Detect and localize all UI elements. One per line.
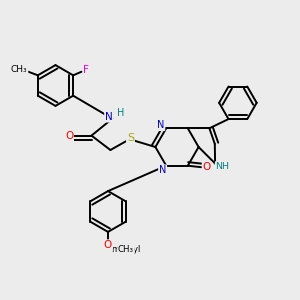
Text: S: S <box>127 133 134 143</box>
Text: O: O <box>104 240 112 250</box>
Text: O: O <box>202 162 211 172</box>
Text: CH₃: CH₃ <box>118 244 134 253</box>
Text: methyl: methyl <box>111 245 141 254</box>
Text: O: O <box>104 240 112 250</box>
Text: N: N <box>157 120 164 130</box>
Text: N: N <box>159 165 166 175</box>
Text: H: H <box>117 108 124 118</box>
Text: CH₃: CH₃ <box>11 65 28 74</box>
Text: F: F <box>83 65 89 75</box>
Text: N: N <box>105 112 113 122</box>
Text: O: O <box>65 130 73 141</box>
Text: NH: NH <box>216 162 230 171</box>
